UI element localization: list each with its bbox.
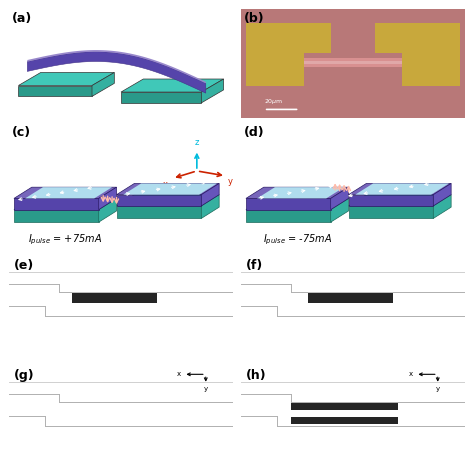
- Text: -75mA: -75mA: [430, 261, 458, 270]
- Text: x: x: [163, 180, 168, 189]
- Bar: [291, 417, 398, 424]
- Polygon shape: [348, 195, 433, 206]
- Polygon shape: [121, 79, 224, 92]
- Text: (b): (b): [244, 12, 264, 25]
- Text: +75mA: +75mA: [194, 371, 226, 380]
- Polygon shape: [14, 199, 99, 210]
- Bar: [309, 293, 393, 303]
- Text: y: y: [204, 386, 208, 392]
- Polygon shape: [375, 53, 402, 85]
- Polygon shape: [201, 183, 219, 206]
- Polygon shape: [304, 53, 331, 85]
- Polygon shape: [117, 206, 201, 219]
- Polygon shape: [241, 9, 465, 118]
- Polygon shape: [246, 199, 331, 210]
- Text: (e): (e): [14, 259, 34, 273]
- Text: (a): (a): [12, 12, 32, 25]
- Polygon shape: [304, 61, 402, 64]
- Text: z: z: [195, 138, 199, 147]
- Text: +75mA: +75mA: [194, 261, 226, 270]
- Text: I$_{pulse}$ = +75mA: I$_{pulse}$ = +75mA: [28, 233, 102, 247]
- Polygon shape: [304, 58, 402, 67]
- Text: H$_x$ = 0 Oe: H$_x$ = 0 Oe: [248, 340, 292, 352]
- Polygon shape: [355, 183, 449, 195]
- Polygon shape: [246, 23, 331, 85]
- Polygon shape: [92, 73, 114, 96]
- Text: -75mA: -75mA: [430, 371, 458, 380]
- Polygon shape: [348, 206, 433, 219]
- Text: H$_x$ = +200 Oe: H$_x$ = +200 Oe: [16, 449, 78, 462]
- Text: x: x: [177, 371, 181, 377]
- Polygon shape: [246, 187, 348, 199]
- Polygon shape: [99, 199, 117, 222]
- Text: (f): (f): [246, 259, 263, 273]
- Text: I$_{pulse}$ = -75mA: I$_{pulse}$ = -75mA: [263, 233, 332, 247]
- Polygon shape: [27, 52, 206, 93]
- Polygon shape: [117, 195, 201, 206]
- Polygon shape: [246, 210, 331, 222]
- Text: H$_x$ = +200 Oe: H$_x$ = +200 Oe: [248, 449, 310, 462]
- Polygon shape: [375, 23, 460, 85]
- Polygon shape: [246, 199, 348, 210]
- Bar: [309, 292, 393, 293]
- Polygon shape: [121, 92, 201, 103]
- Polygon shape: [27, 50, 206, 83]
- Polygon shape: [18, 73, 114, 85]
- Polygon shape: [201, 79, 224, 103]
- Text: (d): (d): [244, 126, 264, 139]
- Polygon shape: [14, 210, 99, 222]
- Text: (g): (g): [14, 369, 35, 382]
- Text: x: x: [409, 371, 413, 377]
- Text: H$_x$ = 0 Oe: H$_x$ = 0 Oe: [16, 340, 60, 352]
- Polygon shape: [348, 195, 451, 206]
- Text: y: y: [436, 386, 440, 392]
- Polygon shape: [99, 187, 117, 210]
- Polygon shape: [331, 187, 348, 210]
- Polygon shape: [348, 183, 451, 195]
- Text: 20$\mu$m: 20$\mu$m: [264, 97, 283, 106]
- Polygon shape: [433, 195, 451, 219]
- Text: (c): (c): [12, 126, 31, 139]
- Polygon shape: [257, 187, 344, 199]
- Polygon shape: [201, 195, 219, 219]
- Polygon shape: [14, 199, 117, 210]
- Text: y: y: [228, 177, 233, 186]
- Polygon shape: [18, 85, 92, 96]
- Bar: [72, 293, 157, 303]
- Polygon shape: [117, 183, 219, 195]
- Bar: [72, 292, 157, 293]
- Polygon shape: [14, 187, 117, 199]
- Polygon shape: [117, 195, 219, 206]
- Text: (h): (h): [246, 369, 266, 382]
- Polygon shape: [331, 199, 348, 222]
- Bar: [291, 403, 398, 410]
- Polygon shape: [25, 187, 112, 199]
- Polygon shape: [123, 183, 217, 195]
- Polygon shape: [433, 183, 451, 206]
